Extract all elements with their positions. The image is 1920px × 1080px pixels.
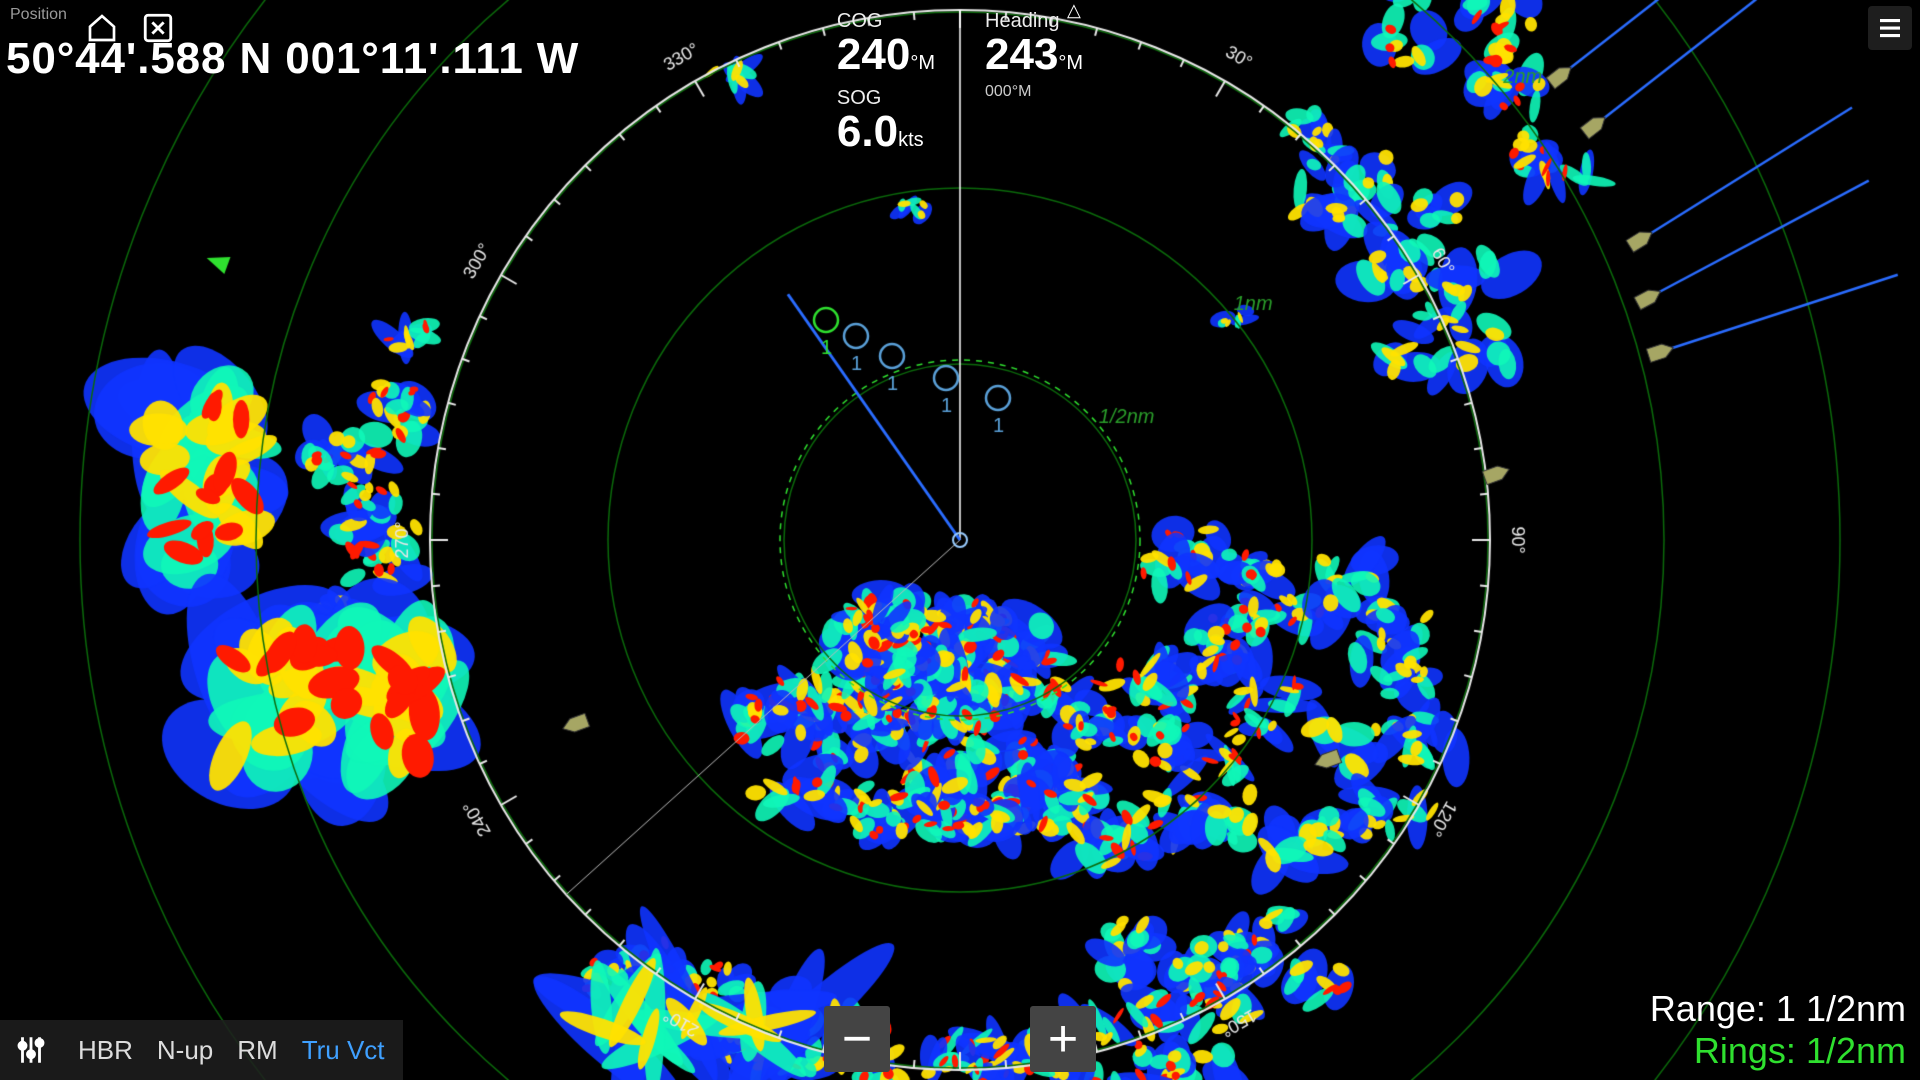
zoom-out-button[interactable]: − [824,1006,890,1072]
navigation-data: COG 240°M SOG 6.0kts Heading 243°M 000°M [837,10,1083,154]
zoom-in-button[interactable]: + [1030,1006,1096,1072]
range-value: 1 1/2nm [1776,988,1906,1029]
mode-nup[interactable]: N-up [157,1035,213,1066]
menu-button[interactable] [1868,6,1912,50]
rings-value: 1/2nm [1806,1030,1906,1071]
hamburger-icon [1875,13,1905,43]
sog-unit: kts [898,129,924,151]
heading-block: Heading 243°M 000°M [985,10,1083,154]
sliders-icon [14,1033,48,1067]
cog-unit: °M [910,52,935,74]
heading-value: 243 [985,30,1058,79]
radar-display[interactable] [0,0,1920,1080]
cog-block: COG 240°M SOG 6.0kts [837,10,935,154]
close-box-icon [141,11,175,45]
close-button[interactable] [136,6,180,50]
heading-marker-value: 000°M [985,83,1083,101]
home-icon [86,12,118,44]
sog-value: 6.0 [837,107,898,156]
zoom-controls: − + [824,1006,1096,1072]
range-info: Range: 1 1/2nm Rings: 1/2nm [1650,988,1906,1072]
cog-value: 240 [837,30,910,79]
home-button[interactable] [80,6,124,50]
mode-truvct[interactable]: Tru Vct [302,1035,385,1066]
adjust-button[interactable] [8,1027,54,1073]
range-label: Range: [1650,988,1766,1029]
mode-toolbar: HBR N-up RM Tru Vct [0,1020,403,1080]
mode-rm[interactable]: RM [237,1035,277,1066]
position-label: Position [10,6,67,24]
rings-label: Rings: [1694,1030,1796,1071]
heading-unit: °M [1058,52,1083,74]
mode-hbr[interactable]: HBR [78,1035,133,1066]
